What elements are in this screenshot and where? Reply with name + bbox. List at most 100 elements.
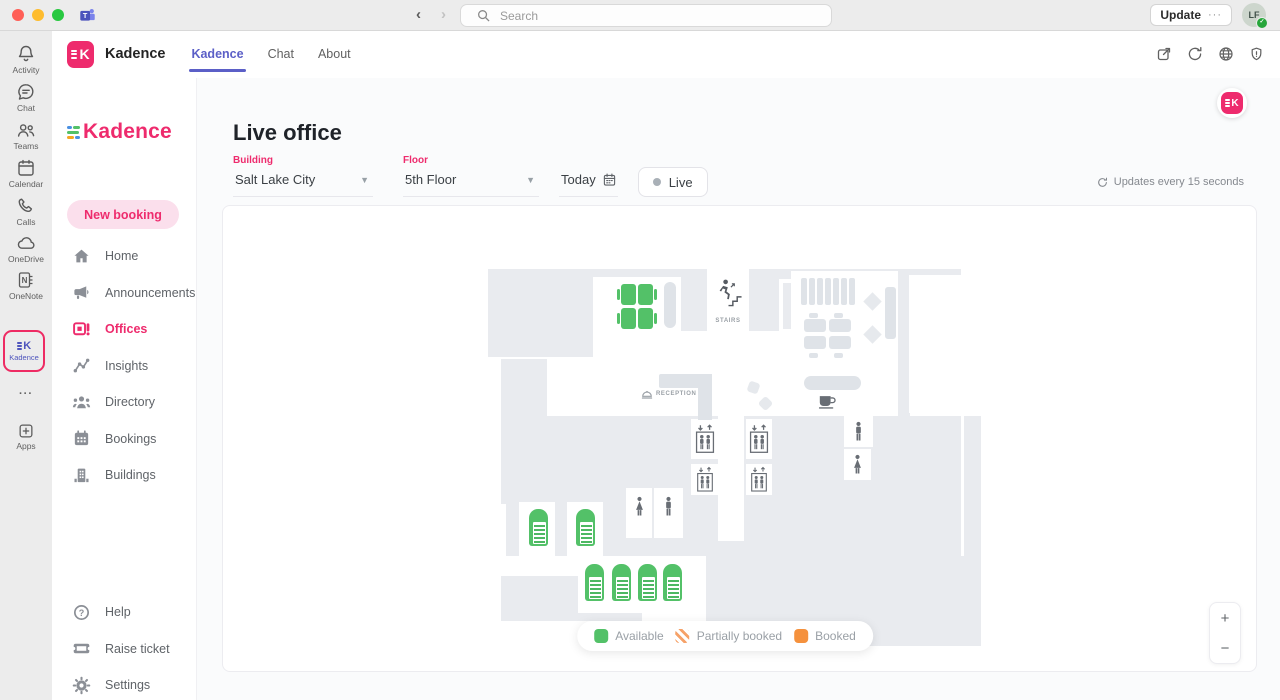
elevator-corridor [718, 416, 744, 541]
forward-button[interactable]: › [441, 6, 446, 23]
sidebar-item-home[interactable]: Home [52, 238, 197, 275]
apps-plus-icon [19, 424, 33, 438]
zoom-in-button[interactable]: + [1210, 603, 1240, 633]
popout-icon[interactable] [1156, 46, 1172, 62]
table [804, 336, 826, 349]
kadence-chat-bubble[interactable]: K [1217, 88, 1247, 118]
stairs-label: STAIRS [715, 318, 741, 324]
desk-available[interactable] [621, 308, 636, 329]
rail-item-calls[interactable]: Calls [0, 196, 52, 227]
globe-icon[interactable] [1218, 46, 1234, 62]
meeting-room [909, 275, 979, 413]
rail-item-activity[interactable]: Activity [0, 44, 52, 75]
tab-about[interactable]: About [317, 47, 351, 61]
desk-available[interactable] [638, 308, 653, 329]
kadence-icon: K [1221, 92, 1243, 114]
live-toggle-button[interactable]: Live [637, 167, 708, 197]
search-input[interactable] [498, 7, 782, 24]
kadence-icon: K [16, 340, 31, 352]
filter-controls: Building Salt Lake City ▼ Floor 5th Floo… [233, 155, 708, 197]
search-icon [477, 9, 490, 22]
rail-item-onenote[interactable]: N OneNote [0, 270, 52, 301]
megaphone-icon [74, 286, 89, 300]
sidebar-item-bookings[interactable]: Bookings [52, 421, 197, 458]
phone-booth-available[interactable] [529, 509, 548, 546]
sidebar-item-insights[interactable]: Insights [52, 348, 197, 385]
man-icon [666, 496, 671, 516]
building-select[interactable]: Salt Lake City ▼ [233, 172, 373, 197]
search-bar[interactable] [460, 4, 832, 27]
minimize-window-button[interactable] [32, 9, 44, 21]
calendar-icon [603, 173, 616, 186]
people-icon [17, 124, 35, 137]
desk-available[interactable] [621, 284, 636, 305]
restroom-women [844, 449, 871, 480]
sidebar-item-offices[interactable]: Offices [52, 311, 197, 348]
phone-booth-available[interactable] [663, 564, 682, 601]
buildings-icon [74, 468, 89, 482]
locker [825, 278, 831, 305]
maximize-window-button[interactable] [52, 9, 64, 21]
update-button[interactable]: Update ··· [1150, 4, 1232, 26]
avatar[interactable]: LF ✓ [1242, 3, 1268, 29]
tab-chat[interactable]: Chat [267, 47, 294, 61]
rail-item-kadence[interactable]: K Kadence [3, 330, 45, 372]
table [829, 336, 851, 349]
shield-icon[interactable] [1249, 46, 1264, 62]
table [804, 319, 826, 332]
offices-icon [73, 322, 90, 336]
rail-item-apps[interactable]: Apps [0, 422, 52, 451]
close-window-button[interactable] [12, 9, 24, 21]
restroom-women [626, 488, 652, 538]
svg-text:T: T [83, 11, 88, 20]
sidebar-item-raise-ticket[interactable]: Raise ticket [52, 631, 197, 668]
tab-kadence[interactable]: Kadence [189, 47, 246, 72]
live-dot-icon [652, 178, 661, 186]
sidebar-item-directory[interactable]: Directory [52, 384, 197, 421]
man-icon [856, 421, 861, 441]
date-picker[interactable]: Today [559, 172, 618, 197]
locker [841, 278, 847, 305]
main-content: Live office Building Salt Lake City ▼ Fl… [197, 78, 1280, 700]
svg-text:N: N [22, 276, 28, 285]
phone-booth-available[interactable] [638, 564, 657, 601]
sidebar-item-buildings[interactable]: Buildings [52, 457, 197, 494]
legend-booked: Booked [794, 629, 856, 643]
phone-booth-available[interactable] [576, 509, 595, 546]
locker [801, 278, 807, 305]
refresh-icon [1097, 177, 1108, 188]
rail-more-button[interactable]: ··· [0, 388, 52, 400]
rail-item-calendar[interactable]: Calendar [0, 158, 52, 189]
new-booking-button[interactable]: New booking [67, 200, 179, 229]
sidebar-item-announcements[interactable]: Announcements [52, 275, 197, 312]
back-button[interactable]: ‹ [416, 6, 421, 23]
phone-booth-available[interactable] [585, 564, 604, 601]
floor-select[interactable]: 5th Floor ▼ [403, 172, 539, 197]
floor-region [898, 269, 910, 416]
rail-item-onedrive[interactable]: OneDrive [0, 233, 52, 264]
desk-available[interactable] [638, 284, 653, 305]
ticket-icon [72, 644, 91, 654]
legend-available: Available [594, 629, 664, 643]
building-select-group: Building Salt Lake City ▼ [233, 155, 373, 197]
cloud-icon [17, 237, 35, 249]
couch [883, 285, 898, 341]
partially-booked-swatch [675, 629, 690, 643]
kadence-sidebar: Kadence New booking Home Announcements O… [52, 78, 197, 700]
rail-item-teams[interactable]: Teams [0, 120, 52, 151]
elevator [746, 464, 772, 495]
woman-icon [635, 496, 643, 516]
update-menu-dots[interactable]: ··· [1208, 9, 1222, 21]
app-tabs: Kadence Chat About [189, 30, 351, 78]
rail-item-chat[interactable]: Chat [0, 82, 52, 113]
refresh-icon[interactable] [1187, 46, 1203, 62]
elevator [746, 419, 772, 459]
reception-bell-icon [641, 388, 653, 406]
counter [804, 376, 861, 390]
zoom-out-button[interactable]: − [1210, 633, 1240, 663]
woman-icon [854, 454, 861, 474]
sidebar-item-help[interactable]: ? Help [52, 594, 197, 631]
phone-booth-available[interactable] [612, 564, 631, 601]
sidebar-item-settings[interactable]: Settings [52, 667, 197, 700]
help-icon: ? [73, 604, 90, 620]
